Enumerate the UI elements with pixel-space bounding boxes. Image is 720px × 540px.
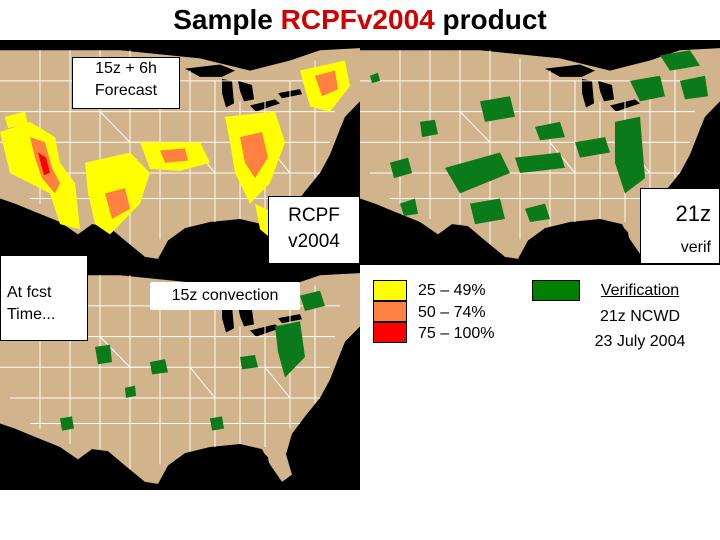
forecast-probability-areas — [0, 60, 350, 240]
forecast-label-line2: Forecast — [94, 81, 158, 99]
convection-map-graphic — [0, 265, 360, 490]
verif-time-label: 21z verif — [640, 188, 720, 264]
verification-convection-cells — [370, 50, 708, 225]
verification-map-graphic — [360, 40, 720, 265]
slide-title: Sample RCPFv2004 product — [0, 4, 720, 36]
forecast-label-line1: 15z + 6h — [95, 60, 157, 77]
verification-heading: Verification — [600, 282, 680, 299]
verification-key: Verification 21z NCWD 23 July 2004 — [570, 278, 710, 355]
legend-swatch-75-100 — [373, 322, 407, 343]
title-highlight: RCPFv2004 — [280, 4, 435, 35]
verification-line3: 23 July 2004 — [594, 333, 686, 351]
convection-cells — [60, 290, 325, 431]
legend-swatch-50-74 — [373, 301, 407, 322]
at-forecast-time-label: At fcst Time... — [0, 255, 88, 341]
verif-time: 21z — [675, 201, 711, 226]
legend-label-50-74: 50 – 74% — [418, 303, 486, 321]
verification-line2: 21z NCWD — [599, 307, 680, 325]
legend-swatch-25-49 — [373, 280, 407, 301]
legend-label-25-49: 25 – 49% — [418, 282, 486, 299]
at-fcst-line2: Time... — [7, 305, 56, 323]
rcpf-label-line2: v2004 — [288, 230, 340, 252]
forecast-map-graphic — [0, 40, 360, 265]
title-prefix: Sample — [173, 4, 281, 35]
rcpf-product-label: RCPF v2004 — [268, 196, 360, 264]
legend-labels: 25 – 49% 50 – 74% 75 – 100% — [418, 280, 495, 345]
convection-title: 15z convection — [171, 287, 279, 304]
forecast-label: 15z + 6h Forecast — [72, 57, 180, 109]
convection-title-label: 15z convection — [150, 282, 300, 310]
rcpf-label-line1: RCPF — [288, 205, 340, 226]
verification-swatch — [532, 280, 580, 301]
title-suffix: product — [434, 4, 547, 35]
at-fcst-line1: At fcst — [7, 284, 52, 301]
verif-label: verif — [680, 238, 711, 256]
forecast-map — [0, 40, 360, 265]
legend-label-75-100: 75 – 100% — [418, 325, 495, 343]
